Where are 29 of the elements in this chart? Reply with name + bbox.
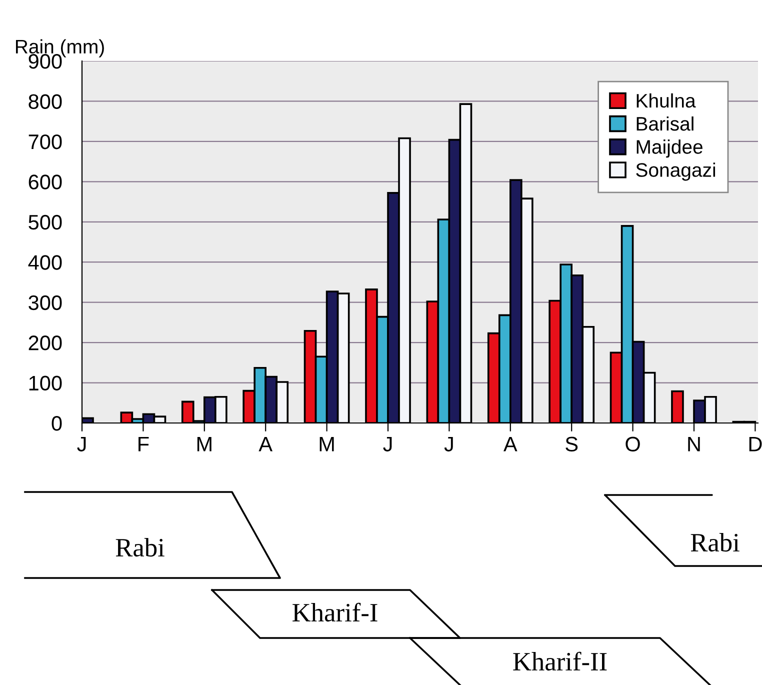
y-tick-label: 0 (52, 416, 62, 431)
y-tick-label: 300 (28, 295, 62, 310)
x-tick-label: J (383, 436, 392, 452)
text: Kharif-II (513, 652, 607, 671)
x-tick-label: J (444, 436, 453, 452)
x-tick-label: D (749, 436, 762, 452)
y-tick-label: 800 (28, 94, 62, 109)
y-tick-label: 200 (28, 336, 62, 350)
legend-label: Barisal (636, 116, 694, 131)
x-tick-label: A (258, 436, 273, 452)
y-tick-label: 400 (28, 255, 62, 270)
y-tick-label: 700 (28, 134, 62, 150)
legend-label: Sonagazi (636, 162, 716, 181)
x-tick-label: N (688, 436, 700, 452)
x-tick-label: M (197, 436, 212, 452)
text: Rabi (690, 533, 740, 552)
legend-label: Maijdee (636, 140, 702, 158)
legend-label: Khulna (636, 93, 696, 108)
y-tick-label: 600 (28, 174, 62, 190)
y-tick-label: 100 (29, 376, 62, 391)
x-tick-label: A (503, 436, 518, 452)
x-tick-label: S (566, 436, 578, 452)
text: Kharif-I (292, 602, 378, 622)
y-tick-label: 500 (28, 214, 62, 230)
text: Rabi (116, 538, 164, 557)
x-tick-label: O (626, 436, 640, 452)
x-tick-label: F (138, 436, 149, 452)
x-tick-label: J (77, 436, 86, 452)
x-tick-label: M (320, 436, 334, 452)
